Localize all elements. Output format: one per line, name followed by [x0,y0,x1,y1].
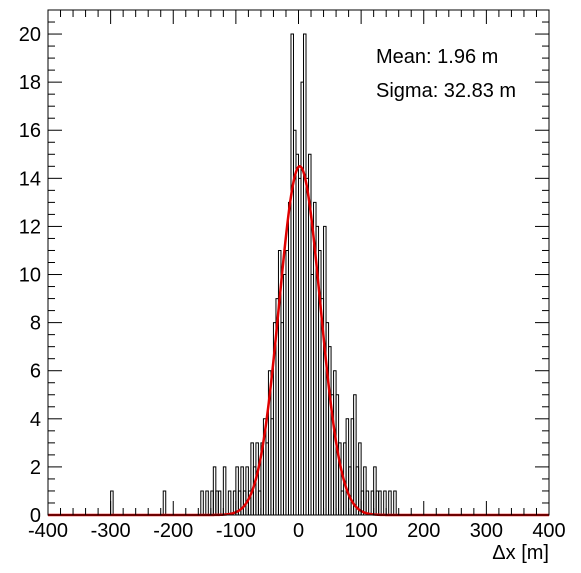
y-tick-label: 2 [30,457,41,479]
histogram-bar [222,466,227,515]
y-tick-label: 8 [30,313,41,335]
y-tick-label: 0 [30,505,41,527]
x-tick-label: 200 [407,520,440,542]
histogram-bar [162,490,167,515]
histogram-bar [227,490,232,515]
y-axis-ticks: 0 2 4 6 8 10 12 14 16 18 20 [19,9,549,527]
y-tick-label: 10 [19,265,41,287]
y-tick-label: 6 [30,361,41,383]
x-axis-ticks: -400 -300 -200 -100 0 100 200 300 400 [28,10,566,542]
histogram-bar [353,394,357,515]
histogram-bar [383,490,387,515]
histogram-bar [393,490,397,515]
x-axis-label: Δx [m] [492,542,549,564]
histogram-bar [388,490,392,515]
histogram-bar [217,490,222,515]
histogram-bar [365,490,370,515]
y-tick-label: 20 [19,24,41,46]
mean-annotation: Mean: 1.96 m [376,46,498,68]
sigma-annotation: Sigma: 32.83 m [376,80,516,102]
x-tick-label: -100 [216,520,256,542]
x-tick-label: -300 [91,520,131,542]
x-tick-label: 100 [344,520,377,542]
histogram-bar [378,490,382,515]
histogram-bar [338,442,342,515]
histogram-bar [200,490,204,515]
y-tick-label: 16 [19,120,41,142]
y-tick-label: 12 [19,216,41,238]
y-tick-label: 14 [19,168,41,190]
histogram-bar [205,490,209,515]
y-tick-label: 18 [19,72,41,94]
x-tick-label: 300 [470,520,503,542]
x-tick-label: 0 [293,520,304,542]
x-tick-label: -400 [28,520,68,542]
x-tick-label: 400 [532,520,565,542]
histogram-bar [358,442,362,515]
y-tick-label: 4 [30,409,41,431]
x-tick-label: -200 [153,520,193,542]
